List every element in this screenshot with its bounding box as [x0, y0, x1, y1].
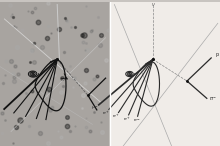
- Text: $\nu$: $\nu$: [151, 1, 155, 8]
- Bar: [110, 2, 220, 146]
- Text: $\pi^-$: $\pi^-$: [133, 117, 140, 124]
- Text: $\pi^+$: $\pi^+$: [123, 115, 131, 123]
- Text: p: p: [216, 53, 219, 58]
- Text: $\pi^+$: $\pi^+$: [102, 109, 109, 117]
- Text: $\pi^-$: $\pi^-$: [209, 96, 217, 103]
- Text: $\mu^-$: $\mu^-$: [91, 104, 99, 112]
- Bar: [0, 2, 110, 146]
- Text: $\pi^+$: $\pi^+$: [112, 113, 120, 120]
